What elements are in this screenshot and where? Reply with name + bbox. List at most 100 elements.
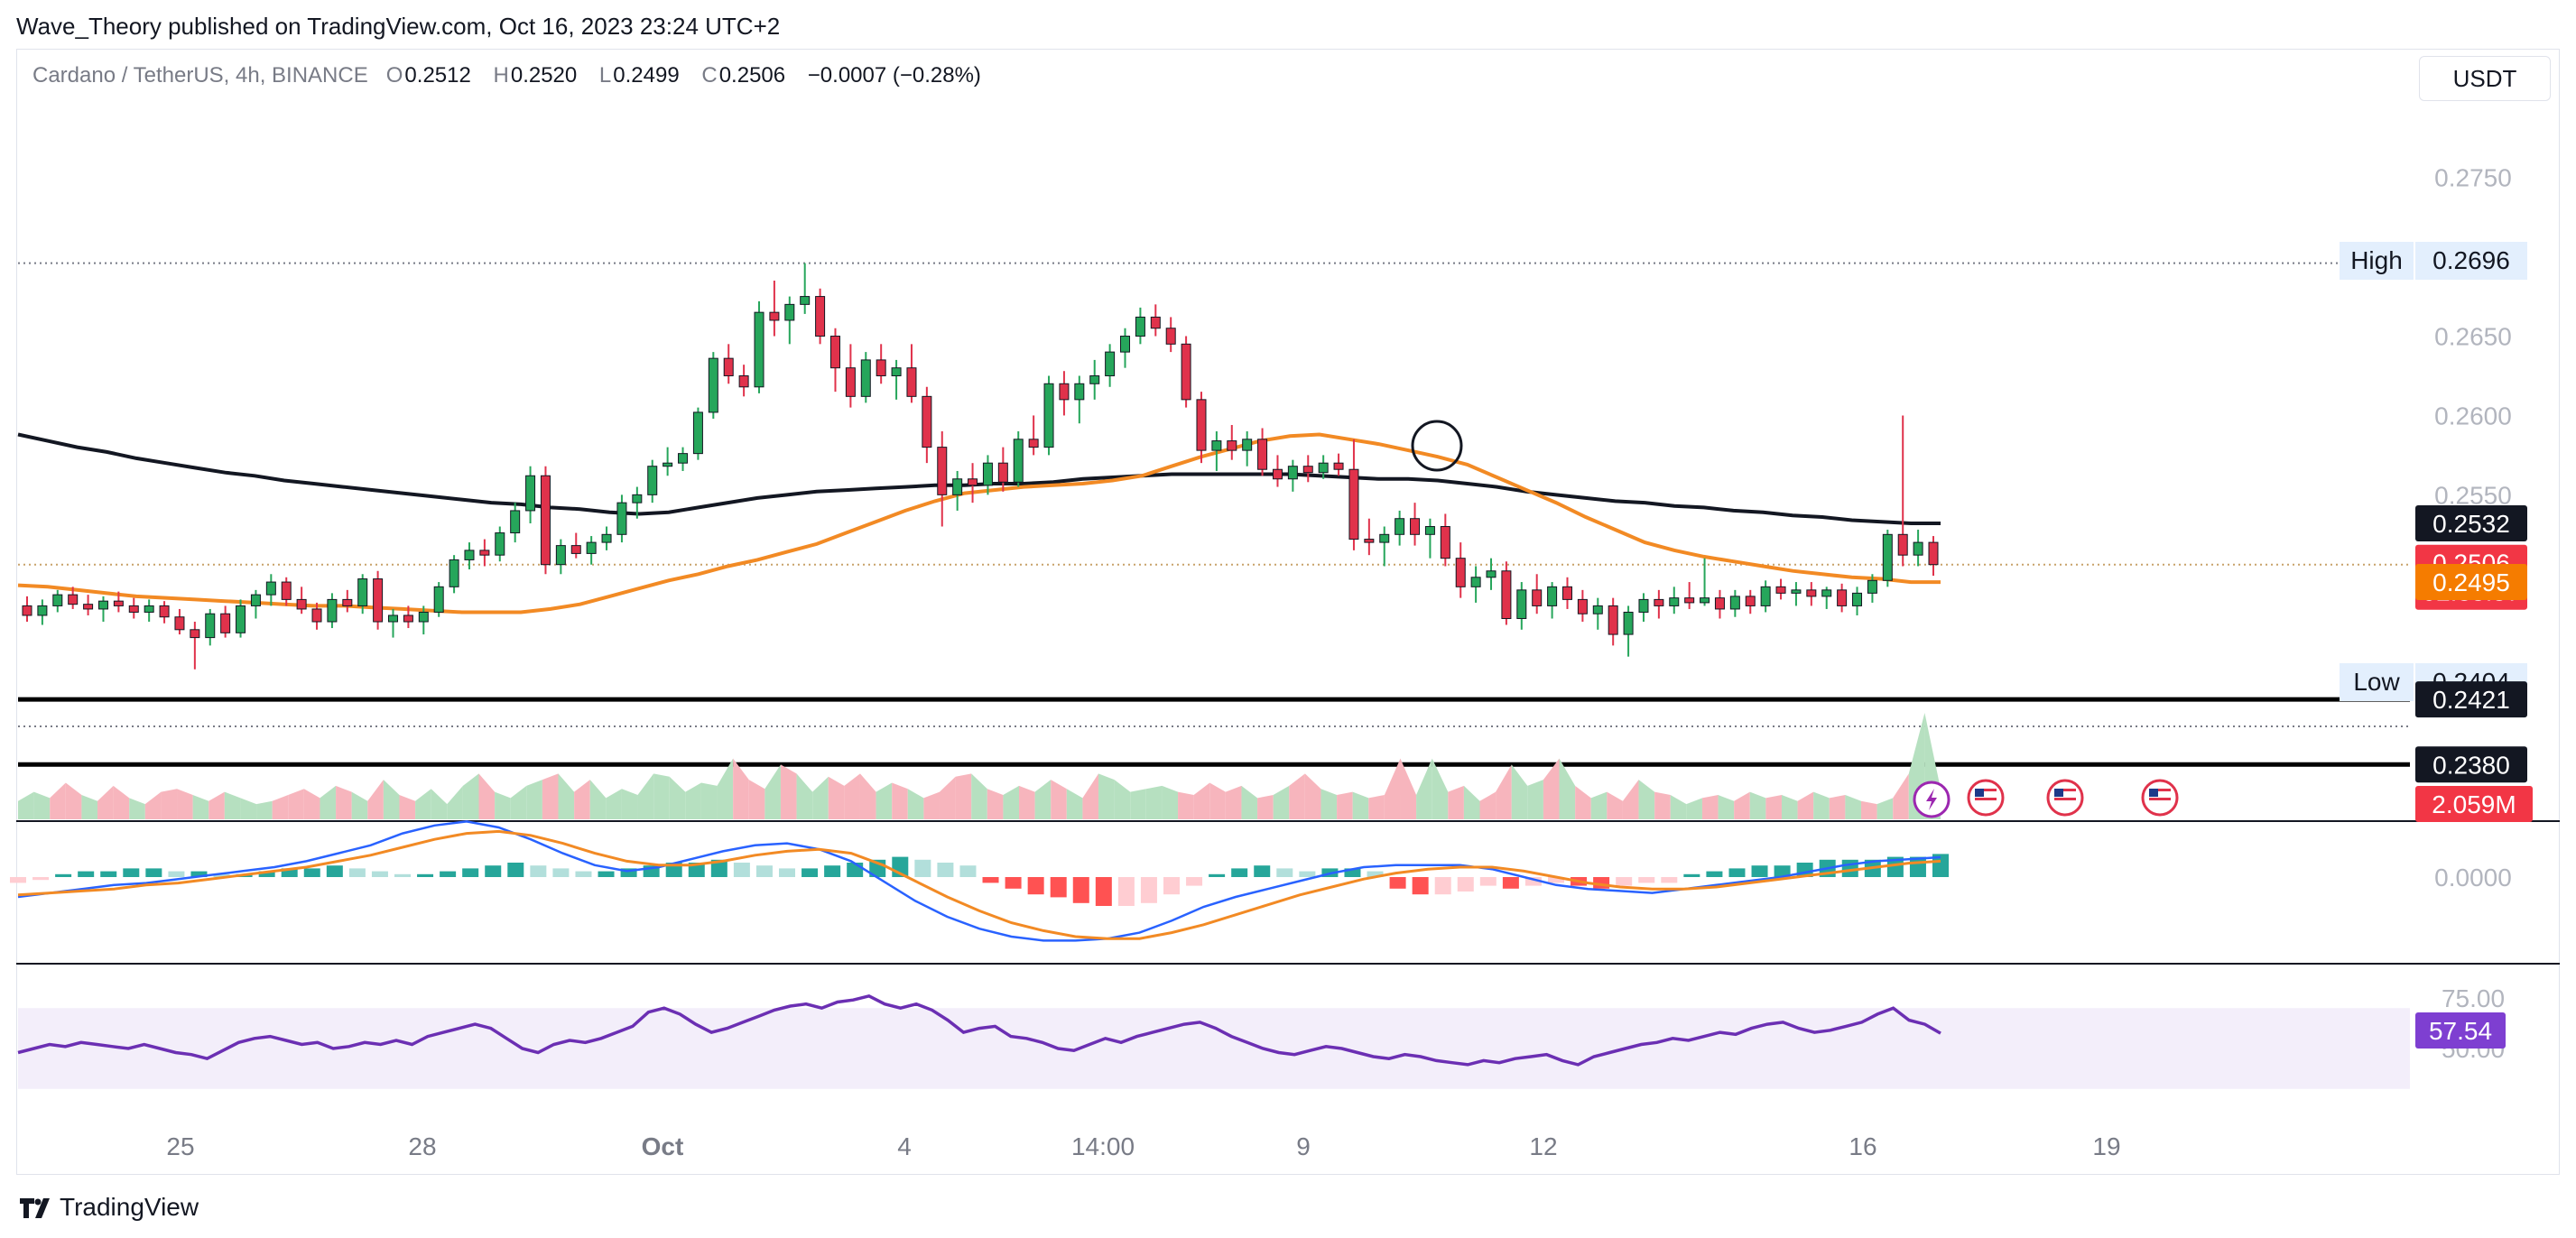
price-tag-label: 0.2421: [2432, 686, 2510, 714]
volume-area-segment: [1845, 795, 1861, 819]
volume-area-segment: [1527, 780, 1543, 819]
volume-area-segment: [1575, 785, 1591, 819]
volume-area-segment: [1559, 758, 1576, 819]
candle-body: [265, 581, 276, 596]
candle-body: [22, 605, 32, 616]
candle-body: [829, 336, 840, 369]
candle-body: [1867, 579, 1877, 594]
candle-body: [769, 311, 780, 321]
candle-body: [144, 605, 154, 613]
candle-body: [1852, 592, 1863, 606]
candle-body: [708, 357, 718, 413]
time-axis-tick: 4: [897, 1132, 912, 1160]
volume-area-segment: [1145, 785, 1163, 819]
volume-area-segment: [748, 780, 765, 819]
macd-histogram-bar: [1502, 877, 1519, 889]
macd-line: [17, 820, 1941, 942]
flag-stripe: [1975, 789, 1997, 791]
volume-tag-bg: [2415, 786, 2533, 822]
volume-area-segment: [288, 789, 304, 819]
candle-body: [510, 510, 521, 534]
candle-body: [357, 578, 368, 606]
volume-area-segment: [859, 773, 876, 819]
chart-frame: [16, 49, 2560, 1175]
volume-area-segment: [1701, 795, 1719, 819]
volume-area-segment: [1337, 791, 1353, 819]
macd-histogram-bar: [1140, 877, 1157, 903]
volume-area-segment: [1813, 791, 1830, 819]
macd-histogram-bar: [1524, 877, 1542, 886]
candle-body: [1302, 466, 1313, 474]
volume-area-segment: [1384, 758, 1401, 819]
candle-body: [922, 395, 932, 448]
candle-body: [525, 475, 536, 512]
candle-body: [1913, 541, 1923, 556]
low-key: L: [598, 63, 612, 88]
symbol-label[interactable]: Cardano / TetherUS, 4h, BINANCE: [32, 63, 368, 88]
macd-histogram-bar: [348, 868, 366, 877]
close-value: 0.2506: [718, 63, 786, 88]
volume-area-segment: [367, 780, 384, 819]
volume-area-segment: [844, 773, 860, 819]
candle-body: [37, 605, 48, 616]
volume-area-segment: [1622, 780, 1639, 819]
candle-body: [174, 616, 185, 631]
volume-area-segment: [1241, 785, 1258, 819]
candle-body: [1821, 589, 1832, 597]
macd-histogram-bar: [1774, 865, 1791, 877]
price-axis-tick: 0.2650: [2434, 323, 2512, 351]
macd-histogram-bar: [914, 859, 931, 877]
volume-area-segment: [1448, 785, 1464, 819]
macd-histogram-bar: [779, 868, 795, 877]
currency-button[interactable]: USDT: [2419, 56, 2551, 101]
candle-body: [250, 594, 261, 606]
candle-body: [738, 374, 749, 388]
flag-stripe: [2054, 789, 2076, 791]
volume-area-segment: [1654, 791, 1671, 819]
publish-line: Wave_Theory published on TradingView.com…: [16, 13, 781, 40]
high-marker-value: 0.2696: [2432, 246, 2510, 274]
volume-area-segment: [320, 785, 337, 819]
volume-area-segment: [812, 776, 829, 819]
macd-histogram-bar: [1457, 877, 1474, 892]
candle-body: [1561, 586, 1572, 600]
rsi-axis-tick: 75.00: [2442, 984, 2505, 1012]
volume-area-segment: [1829, 795, 1846, 819]
candle-body: [1364, 539, 1375, 543]
candle-body: [1105, 351, 1116, 376]
volume-area-segment: [1003, 785, 1020, 819]
tradingview-brand[interactable]: TradingView: [18, 1193, 199, 1222]
flag-stripe: [1975, 802, 1997, 805]
volume-area-segment: [1797, 791, 1814, 819]
macd-histogram-bar: [982, 877, 999, 883]
price-axis-tick: 0.2550: [2434, 481, 2512, 509]
volume-area-segment: [1511, 764, 1528, 819]
price-tag-label: 0.2380: [2432, 751, 2510, 779]
close-key: C: [701, 63, 718, 88]
volume-area-segment: [65, 782, 82, 819]
macd-histogram-bar: [55, 873, 72, 877]
price-tag-bg: [2415, 681, 2527, 718]
volume-area-segment: [796, 773, 813, 819]
macd-histogram-bar: [258, 871, 275, 877]
volume-area-segment: [462, 773, 479, 819]
volume-area-segment: [685, 782, 701, 819]
candle-body: [1760, 586, 1771, 606]
candle-body: [342, 598, 353, 606]
candle-body: [723, 357, 734, 376]
volume-area-segment: [1098, 773, 1115, 819]
volume-area-segment: [1066, 789, 1083, 819]
price-tag-bg: [2415, 564, 2527, 601]
low-value: 0.2499: [613, 63, 680, 88]
candle-body: [1348, 468, 1359, 540]
candle-body: [586, 541, 597, 554]
candle-body: [1470, 577, 1481, 587]
candle-body: [327, 598, 338, 623]
candle-body: [1242, 439, 1253, 451]
volume-area-segment: [1019, 785, 1035, 819]
macd-histogram-bar: [1231, 868, 1248, 877]
time-axis-tick: 16: [1849, 1132, 1876, 1160]
price-tag-bg: [2415, 746, 2527, 783]
volume-area-segment: [923, 791, 940, 819]
